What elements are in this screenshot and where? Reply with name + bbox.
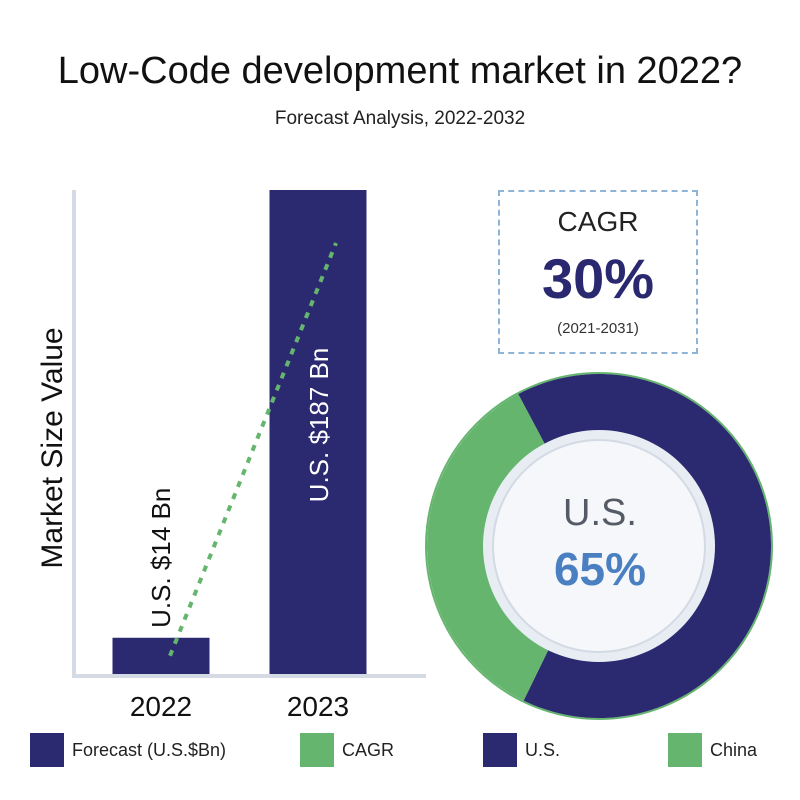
legend-label-cagr: CAGR [342, 740, 395, 760]
donut-center-label: U.S. [563, 492, 637, 534]
cagr-box: CAGR 30% (2021-2031) [498, 190, 698, 354]
trend-line [168, 242, 338, 657]
legend-swatch-forecast [30, 733, 64, 767]
bar-2022 [112, 637, 210, 674]
legend-swatch-cagr [300, 733, 334, 767]
bar-2023 [269, 190, 367, 674]
legend-label-forecast: Forecast (U.S.$Bn) [72, 740, 227, 760]
cagr-label: CAGR [557, 206, 639, 237]
donut-center-value: 65% [553, 543, 647, 595]
bar-label-2023: U.S. $187 Bn [304, 348, 334, 503]
chart-title: Low-Code development market in 2022? [57, 50, 743, 92]
x-tick-2023: 2023 [287, 691, 349, 722]
cagr-period: (2021-2031) [557, 320, 639, 337]
cagr-value: 30% [541, 247, 655, 310]
legend-swatch-china [668, 733, 702, 767]
x-tick-2022: 2022 [130, 691, 192, 722]
y-axis-label: Market Size Value [36, 327, 69, 568]
donut-center [492, 439, 706, 653]
donut-outline [425, 372, 773, 720]
chart-subtitle: Forecast Analysis, 2022-2032 [274, 108, 526, 129]
legend-label-us: U.S. [525, 740, 561, 760]
legend-swatch-us [483, 733, 517, 767]
bar-label-2022: U.S. $14 Bn [146, 488, 176, 628]
legend-label-china: China [710, 740, 758, 760]
